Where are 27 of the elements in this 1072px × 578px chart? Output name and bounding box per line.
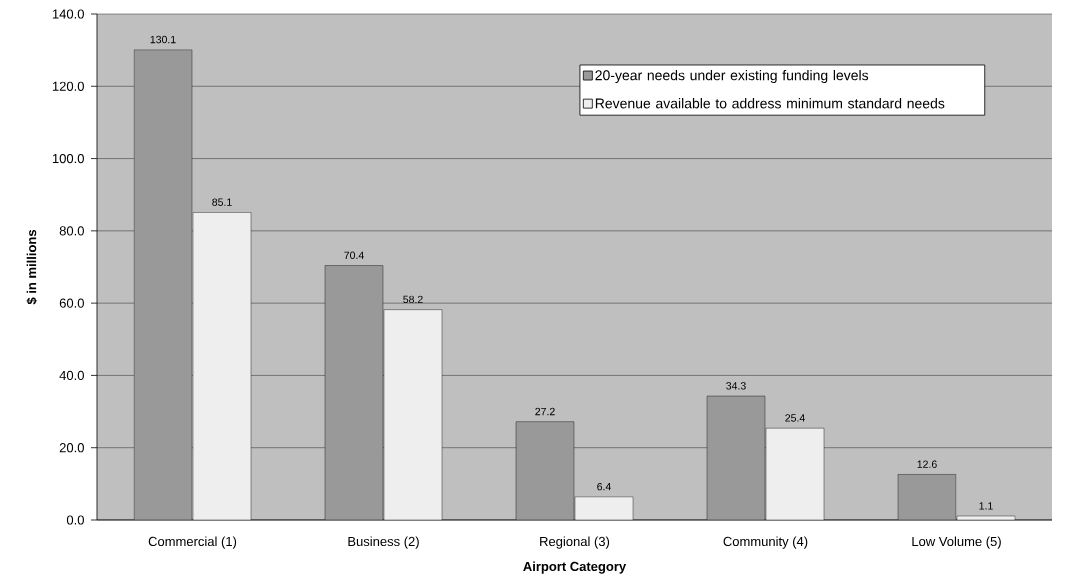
- legend-label: Revenue available to address minimum standard needs: [595, 98, 945, 109]
- x-tick-label: Commercial (1): [148, 536, 237, 549]
- data-label: 27.2: [535, 407, 555, 416]
- y-tick-label: 60.0: [59, 298, 84, 308]
- y-tick-label: 140.0: [52, 9, 84, 19]
- data-label: 25.4: [785, 414, 805, 422]
- legend-label: 20-year needs under existing funding levels: [595, 69, 869, 84]
- y-tick-label: 120.0: [52, 81, 84, 91]
- x-tick-label: Business (2): [348, 536, 419, 549]
- data-label: 1.1: [979, 502, 993, 510]
- y-tick-label: 40.0: [59, 370, 84, 381]
- data-label: 34.3: [726, 382, 746, 390]
- data-label: 12.6: [917, 460, 937, 468]
- data-label: 6.4: [597, 482, 611, 491]
- y-axis-title: $ in millions: [26, 229, 38, 305]
- data-label: 58.2: [403, 295, 423, 304]
- x-tick-label: Low Volume (5): [912, 536, 1001, 549]
- y-tick-label: 80.0: [59, 226, 84, 236]
- y-tick-label: 0.0: [66, 515, 84, 525]
- x-tick-label: Regional (3): [540, 536, 610, 549]
- data-label: 85.1: [212, 198, 232, 206]
- data-label: 70.4: [344, 251, 364, 260]
- x-axis-title: Airport Category: [523, 561, 627, 574]
- y-tick-label: 100.0: [52, 153, 84, 164]
- data-label: 130.1: [150, 35, 176, 44]
- y-tick-label: 20.0: [59, 443, 84, 453]
- x-tick-label: Community (4): [723, 536, 808, 549]
